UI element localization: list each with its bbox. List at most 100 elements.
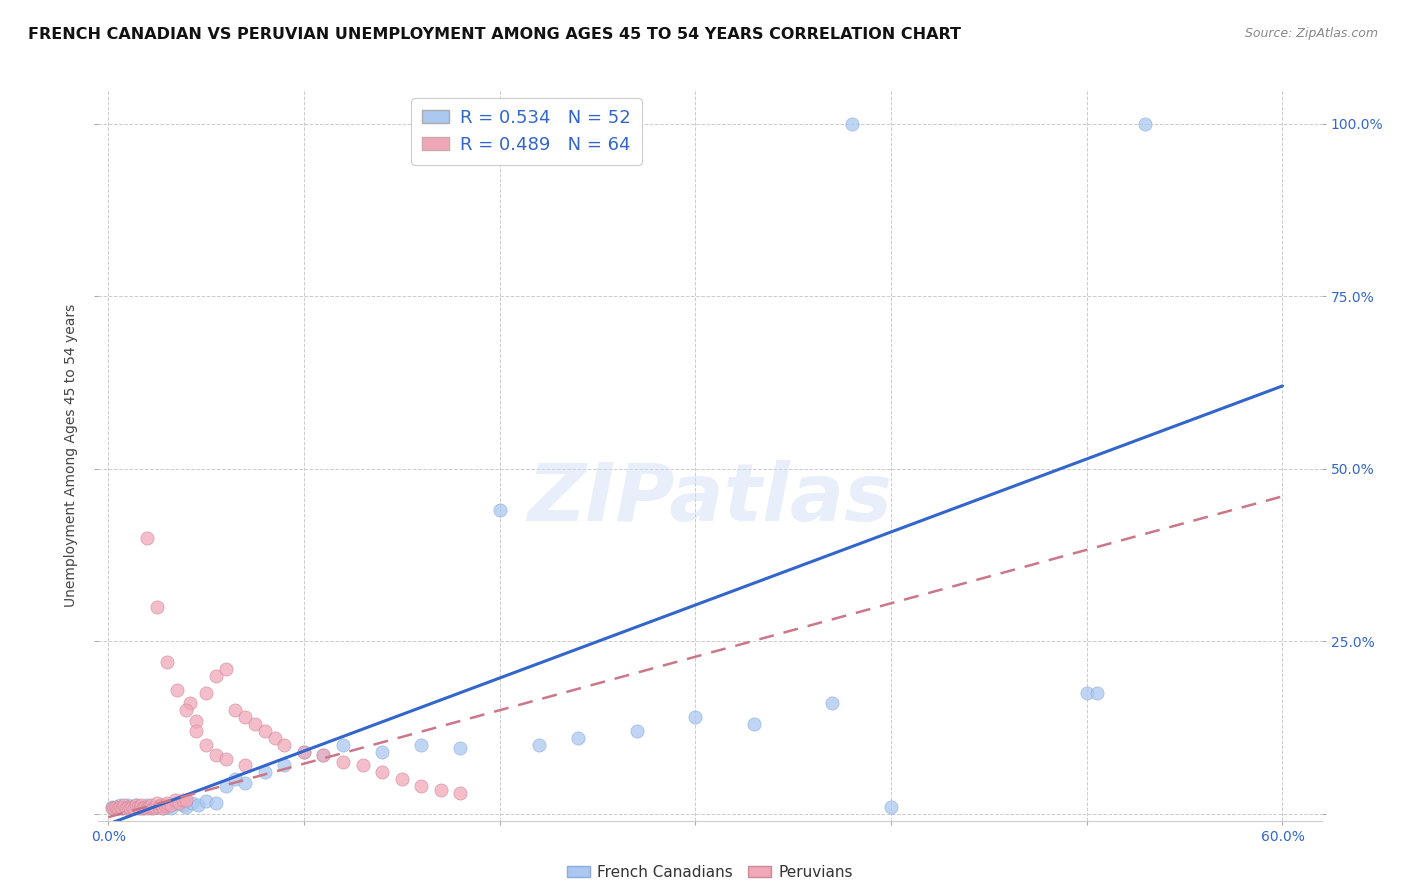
Point xyxy=(430,782,453,797)
Point xyxy=(124,798,146,813)
Point xyxy=(105,800,128,814)
Point xyxy=(273,758,295,772)
Point xyxy=(205,669,228,683)
Point xyxy=(121,800,143,814)
Point xyxy=(195,686,218,700)
Point xyxy=(371,765,394,780)
Point xyxy=(156,797,179,811)
Point xyxy=(150,798,173,813)
Point xyxy=(112,798,135,813)
Point xyxy=(111,801,134,815)
Point xyxy=(152,801,174,815)
Point xyxy=(214,662,236,676)
Point xyxy=(821,696,844,710)
Point xyxy=(166,682,188,697)
Text: FRENCH CANADIAN VS PERUVIAN UNEMPLOYMENT AMONG AGES 45 TO 54 YEARS CORRELATION C: FRENCH CANADIAN VS PERUVIAN UNEMPLOYMENT… xyxy=(28,27,962,42)
Point xyxy=(233,710,256,724)
Point xyxy=(118,801,141,815)
Point xyxy=(143,800,166,814)
Point xyxy=(186,723,208,738)
Text: ZIPatlas: ZIPatlas xyxy=(527,459,893,538)
Point xyxy=(243,717,266,731)
Point xyxy=(141,798,163,813)
Point xyxy=(187,798,209,813)
Point xyxy=(128,800,150,814)
Point xyxy=(136,531,159,545)
Point xyxy=(312,748,335,763)
Point xyxy=(105,800,128,814)
Point xyxy=(156,800,179,814)
Point xyxy=(411,738,433,752)
Point xyxy=(138,800,160,814)
Point xyxy=(391,772,413,787)
Point xyxy=(127,801,149,815)
Point xyxy=(411,779,433,793)
Point xyxy=(152,801,174,815)
Point xyxy=(136,801,159,815)
Point xyxy=(146,797,169,811)
Point xyxy=(172,798,194,813)
Point xyxy=(233,775,256,789)
Point xyxy=(841,117,863,131)
Point xyxy=(142,801,165,815)
Point xyxy=(114,801,136,815)
Point xyxy=(131,798,153,813)
Legend: French Canadians, Peruvians: French Canadians, Peruvians xyxy=(561,859,859,886)
Point xyxy=(101,800,124,814)
Point xyxy=(163,793,186,807)
Point xyxy=(371,745,394,759)
Point xyxy=(172,793,194,807)
Point xyxy=(103,801,125,815)
Point xyxy=(117,800,139,814)
Point xyxy=(176,703,198,717)
Point xyxy=(128,801,150,815)
Point xyxy=(253,765,276,780)
Point xyxy=(224,772,246,787)
Point xyxy=(1135,117,1157,131)
Point xyxy=(176,800,198,814)
Point xyxy=(122,801,145,815)
Point xyxy=(166,797,188,811)
Point xyxy=(111,801,134,815)
Point xyxy=(233,758,256,772)
Point xyxy=(179,696,201,710)
Point xyxy=(1085,686,1108,700)
Point xyxy=(352,758,374,772)
Point xyxy=(146,800,169,814)
Point xyxy=(195,738,218,752)
Point xyxy=(224,703,246,717)
Point xyxy=(118,801,141,815)
Point xyxy=(253,723,276,738)
Point xyxy=(186,714,208,728)
Point xyxy=(122,801,145,815)
Point xyxy=(160,801,183,815)
Point xyxy=(273,738,295,752)
Point xyxy=(488,503,510,517)
Y-axis label: Unemployment Among Ages 45 to 54 years: Unemployment Among Ages 45 to 54 years xyxy=(65,303,79,607)
Point xyxy=(117,798,139,813)
Point xyxy=(132,801,155,815)
Point xyxy=(108,800,131,814)
Point xyxy=(101,801,124,815)
Point xyxy=(108,798,131,813)
Point xyxy=(205,748,228,763)
Point xyxy=(141,801,163,815)
Point xyxy=(292,745,315,759)
Point xyxy=(332,738,354,752)
Point xyxy=(626,723,648,738)
Point xyxy=(114,801,136,815)
Point xyxy=(567,731,589,745)
Point xyxy=(153,798,176,813)
Point xyxy=(103,801,125,815)
Point xyxy=(214,779,236,793)
Point xyxy=(107,801,129,815)
Point xyxy=(176,793,198,807)
Point xyxy=(146,599,169,614)
Point xyxy=(205,797,228,811)
Point xyxy=(160,798,183,813)
Point xyxy=(685,710,707,724)
Point xyxy=(136,798,159,813)
Point xyxy=(167,797,190,811)
Point xyxy=(312,748,335,763)
Point xyxy=(1076,686,1098,700)
